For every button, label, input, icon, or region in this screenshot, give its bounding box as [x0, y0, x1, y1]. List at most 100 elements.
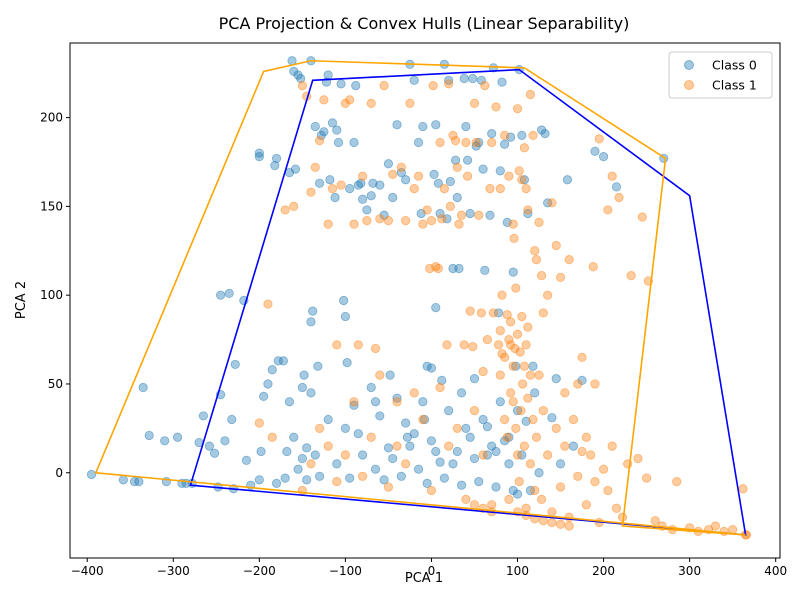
class-0-point [385, 370, 395, 380]
class-0-point [383, 443, 394, 453]
class-0-point [293, 464, 303, 474]
class-0-point [375, 411, 385, 421]
x-axis: −400 −300 −200 −100 0 100 200 300 400 [71, 558, 787, 578]
class-1-point [511, 283, 521, 293]
class-0-point [290, 164, 301, 174]
class-0-point [353, 429, 363, 439]
class-0-point [444, 75, 454, 85]
y-tick-label: 200 [40, 111, 63, 125]
class-1-point [537, 271, 547, 281]
class-0-point [375, 180, 385, 190]
class-1-point [418, 414, 428, 425]
class-0-point [474, 137, 484, 148]
class-0-point [465, 208, 475, 219]
class-1-point [547, 517, 557, 528]
class-1-point [469, 500, 480, 510]
class-0-point [401, 175, 411, 185]
class-0-point [469, 453, 480, 464]
class-1-point [515, 347, 525, 357]
class-0-point [345, 473, 355, 483]
class-1-point [439, 184, 449, 194]
x-tick-label: 100 [506, 564, 529, 578]
class-0-point [313, 361, 323, 371]
class-1-point [528, 414, 538, 425]
class-0-point [435, 457, 445, 467]
class-1-point [448, 130, 458, 140]
class-1-point [332, 477, 342, 487]
class-0-point [437, 375, 447, 386]
x-axis-label: PCA 1 [405, 571, 443, 586]
y-tick-label: 50 [48, 377, 63, 391]
class-1-point [504, 334, 514, 345]
class-0-point [456, 388, 467, 398]
class-1-point [442, 340, 452, 350]
class-1-point [409, 388, 419, 398]
class-1-point [633, 453, 643, 464]
class-1-point [516, 405, 526, 416]
class-1-point [459, 340, 469, 350]
class-1-point [534, 370, 544, 380]
series-class-1 [254, 79, 752, 540]
class-0-point [512, 405, 523, 416]
class-0-point [278, 356, 289, 366]
class-1-point [422, 205, 432, 215]
x-tick-label: 0 [428, 564, 436, 578]
class-0-point [144, 430, 154, 441]
class-1-point [462, 171, 473, 181]
class-1-point [547, 507, 557, 517]
class-0-point [366, 382, 376, 393]
class-1-point [672, 477, 682, 487]
class-0-point [308, 306, 318, 316]
class-1-point [588, 262, 598, 272]
class-0-point [345, 184, 355, 194]
class-0-point [86, 469, 97, 480]
class-1-point [525, 89, 536, 100]
class-1-point [478, 366, 488, 377]
class-1-point [332, 340, 342, 350]
class-1-point [340, 450, 350, 460]
class-0-point [330, 192, 340, 203]
class-1-point [504, 171, 514, 181]
class-1-point [525, 370, 536, 380]
class-0-point [356, 178, 366, 188]
class-1-point [476, 308, 486, 318]
class-0-point [296, 73, 306, 84]
class-0-point [282, 446, 292, 457]
class-0-point [383, 159, 394, 169]
plot-frame [69, 42, 781, 559]
class-0-point [289, 432, 299, 442]
class-1-point [323, 441, 333, 451]
class-1-point [336, 180, 346, 190]
class-0-point [241, 455, 252, 465]
class-1-point [409, 184, 419, 194]
class-0-point [254, 152, 264, 162]
class-1-point [349, 397, 359, 407]
class-1-point [508, 219, 518, 229]
class-0-point [555, 459, 566, 469]
class-0-point [413, 464, 424, 474]
class-1-point [497, 290, 507, 300]
class-1-point [504, 494, 514, 504]
class-1-point [433, 263, 443, 274]
class-0-point [314, 471, 325, 481]
class-0-point [349, 137, 359, 148]
class-1-point [590, 477, 600, 487]
class-0-point [198, 411, 208, 421]
y-axis: 0 50 100 150 200 [40, 111, 70, 480]
class-0-point [396, 471, 406, 481]
class-1-point [512, 329, 523, 339]
class-0-point [598, 152, 609, 162]
class-1-point [525, 459, 536, 469]
class-0-point [327, 118, 338, 128]
class-1-point [366, 98, 376, 108]
class-0-point [590, 146, 600, 156]
class-0-point [422, 478, 432, 489]
class-1-point [319, 95, 329, 105]
class-1-point [314, 136, 325, 146]
class-0-point [351, 81, 361, 91]
class-0-point [468, 73, 478, 84]
class-0-point [280, 473, 290, 483]
class-1-point [254, 418, 264, 428]
x-tick-label: −300 [157, 564, 190, 578]
class-1-point [538, 405, 548, 416]
